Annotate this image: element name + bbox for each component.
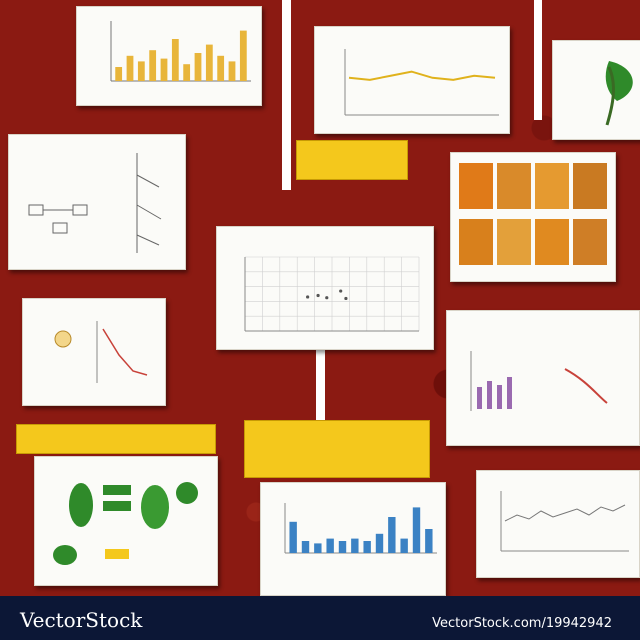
photo-grid-card	[450, 152, 616, 282]
bar	[194, 53, 202, 81]
image-id: VectorStock.com/19942942	[432, 616, 612, 631]
bar	[412, 507, 421, 553]
scatter-point	[316, 293, 320, 298]
pole-right	[534, 0, 542, 120]
bar-chart-top	[110, 21, 251, 82]
bar	[289, 521, 297, 553]
bar	[301, 541, 310, 553]
leaf-icon	[605, 61, 633, 126]
pole-center	[316, 350, 325, 420]
plant-illustrations	[53, 482, 198, 565]
bar	[388, 517, 396, 553]
line-chart	[344, 49, 499, 116]
bar	[160, 58, 168, 81]
bar	[314, 543, 322, 553]
bar	[149, 50, 157, 81]
bar	[326, 538, 334, 553]
scatter-point	[344, 296, 348, 301]
bar	[239, 30, 247, 82]
bar	[338, 541, 347, 553]
yellow-banner-top	[296, 140, 408, 180]
trend-line	[348, 70, 496, 81]
bar	[171, 39, 179, 81]
bar	[137, 61, 145, 81]
bar	[351, 538, 359, 553]
bar-chart-card-bottom	[260, 482, 446, 596]
bar	[205, 44, 213, 81]
bar	[363, 541, 371, 553]
bar-chart-card-top	[76, 6, 262, 106]
bar	[375, 533, 384, 553]
stats-chart	[470, 351, 608, 411]
bar	[217, 55, 225, 81]
yellow-banner-left	[16, 424, 216, 454]
bar	[400, 538, 408, 553]
noisy-line-chart	[500, 491, 629, 552]
bar	[425, 529, 433, 553]
bar-chart-bottom	[284, 503, 437, 554]
grid-chart-card	[216, 226, 434, 350]
bar	[183, 64, 191, 81]
pole-left	[282, 0, 291, 190]
plant-card-bottom	[34, 456, 218, 586]
bar	[115, 67, 123, 81]
vectorstock-logo[interactable]: VectorStock	[20, 608, 143, 632]
plant-card-top	[552, 40, 640, 140]
scatter-point	[325, 296, 329, 300]
grid-chart	[244, 256, 420, 332]
photo-grid	[459, 163, 607, 265]
plant-chart-card	[22, 298, 166, 406]
diagram-card-left	[8, 134, 186, 270]
scatter-point	[306, 295, 310, 299]
scatter-point	[339, 289, 343, 293]
sketch-chart	[54, 321, 148, 383]
yellow-banner-center	[244, 420, 430, 478]
bar	[126, 55, 134, 81]
watermark-bar	[0, 596, 640, 640]
branching-diagram	[28, 153, 162, 253]
bar	[228, 61, 236, 81]
line-chart-card	[314, 26, 510, 134]
stats-card-right	[446, 310, 640, 446]
line-chart-card-bottom	[476, 470, 640, 578]
